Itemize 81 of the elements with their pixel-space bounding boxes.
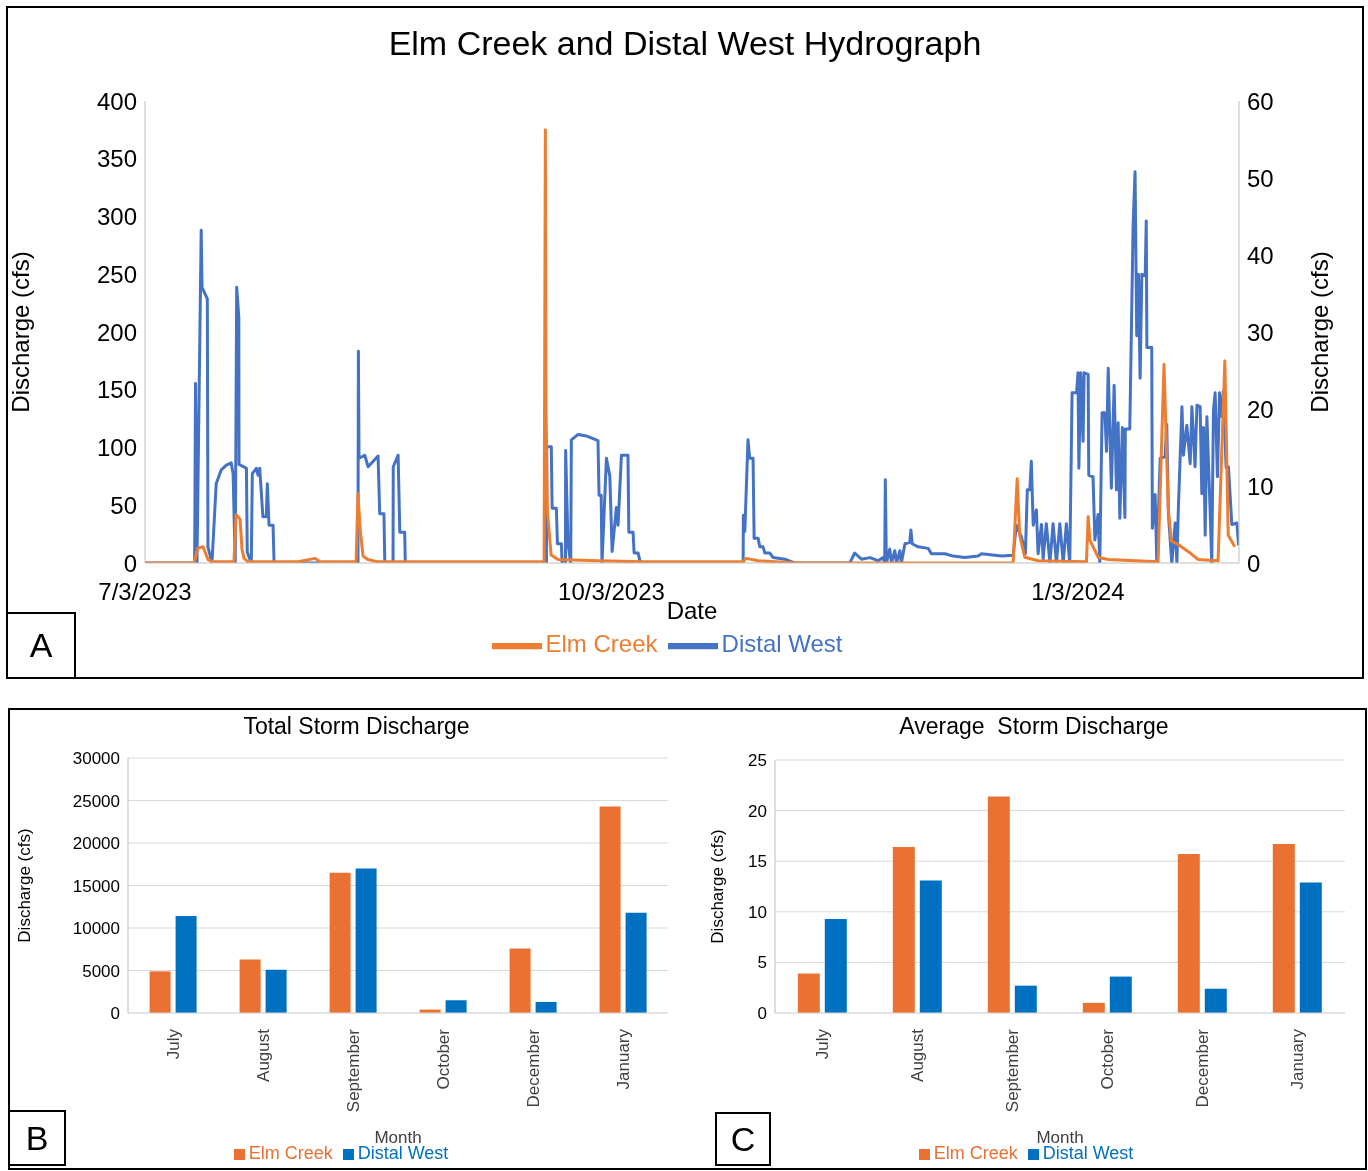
y-tick-label: 10 <box>748 902 767 922</box>
x-tick-label: August <box>253 1028 273 1082</box>
y-tick-label: 15000 <box>72 876 120 896</box>
bar <box>987 796 1010 1013</box>
bar <box>1177 854 1200 1013</box>
y2-tick-label: 10 <box>1247 472 1274 500</box>
y-tick-label: 0 <box>110 1004 120 1024</box>
bar <box>175 916 197 1013</box>
bar <box>355 868 377 1013</box>
y-tick-label: 15 <box>748 852 767 872</box>
x-tick-label: September <box>1003 1028 1023 1113</box>
bar <box>919 880 942 1013</box>
y-tick-label: 100 <box>96 434 137 462</box>
legend-label: Distal West <box>721 630 843 658</box>
x-tick-label: 7/3/2023 <box>98 578 192 606</box>
bar <box>824 918 847 1013</box>
bar <box>1272 844 1295 1013</box>
y2-tick-label: 30 <box>1247 318 1274 346</box>
y-axis-title: Discharge (cfs) <box>15 828 35 943</box>
x-tick-label: August <box>908 1028 928 1082</box>
bar <box>1014 985 1037 1013</box>
chart-title: Elm Creek and Distal West Hydrograph <box>387 24 983 63</box>
y-tick-label: 50 <box>110 491 137 519</box>
x-tick-label: December <box>1193 1028 1213 1108</box>
bar <box>625 912 647 1013</box>
y-tick-label: 250 <box>96 260 137 288</box>
bar <box>1109 976 1132 1013</box>
y-tick-label: 30000 <box>72 749 120 769</box>
y-tick-label: 25000 <box>72 791 120 811</box>
bar <box>535 1001 557 1013</box>
y-tick-label: 25 <box>748 751 767 771</box>
bar <box>509 948 531 1013</box>
y-tick-label: 0 <box>757 1004 767 1024</box>
y-tick-label: 10000 <box>72 919 120 939</box>
y-tick-label: 150 <box>96 376 137 404</box>
x-tick-label: 10/3/2023 <box>558 578 665 606</box>
bar <box>797 973 820 1013</box>
y2-axis-title: Discharge (cfs) <box>1305 251 1333 413</box>
legend-label: Elm Creek <box>248 1143 333 1163</box>
text: C <box>715 1112 771 1166</box>
y-tick-label: 20 <box>748 801 767 821</box>
bar <box>149 971 171 1013</box>
chart-title: Average Storm Discharge <box>898 713 1170 740</box>
y-tick-label: 5000 <box>82 961 120 981</box>
y-tick-label: 400 <box>96 87 137 115</box>
bar <box>892 847 915 1013</box>
y2-tick-label: 60 <box>1247 87 1274 115</box>
bar <box>1204 988 1227 1013</box>
x-tick-label: September <box>343 1028 363 1113</box>
x-axis-title: Date <box>666 597 718 624</box>
y-tick-label: 20000 <box>72 834 120 854</box>
y-axis-title: Discharge (cfs) <box>6 251 34 413</box>
x-tick-label: October <box>433 1028 453 1090</box>
x-tick-label: January <box>1288 1028 1308 1090</box>
chart-title: Total Storm Discharge <box>242 713 471 740</box>
y2-tick-label: 50 <box>1247 164 1274 192</box>
x-tick-label: July <box>813 1028 833 1060</box>
bar <box>239 959 261 1013</box>
bar <box>1299 882 1322 1013</box>
bar <box>265 969 287 1013</box>
y2-tick-label: 0 <box>1247 549 1261 577</box>
x-tick-label: December <box>523 1028 543 1108</box>
text: A <box>6 612 76 679</box>
y2-tick-label: 20 <box>1247 395 1274 423</box>
legend-label: Elm Creek <box>545 630 658 658</box>
y-axis-title: Discharge (cfs) <box>708 829 728 944</box>
y2-tick-label: 40 <box>1247 241 1274 269</box>
y-tick-label: 0 <box>123 549 137 577</box>
x-tick-label: 1/3/2024 <box>1031 578 1125 606</box>
x-tick-label: October <box>1098 1028 1118 1090</box>
bar <box>445 1000 467 1013</box>
y-tick-label: 300 <box>96 203 137 231</box>
y-tick-label: 5 <box>757 953 767 973</box>
legend-label: Elm Creek <box>933 1143 1018 1163</box>
x-tick-label: January <box>613 1028 633 1090</box>
y-tick-label: 350 <box>96 145 137 173</box>
y-tick-label: 200 <box>96 318 137 346</box>
text: B <box>8 1110 66 1166</box>
bar <box>329 872 351 1013</box>
x-tick-label: July <box>163 1028 183 1060</box>
bar <box>599 806 621 1013</box>
